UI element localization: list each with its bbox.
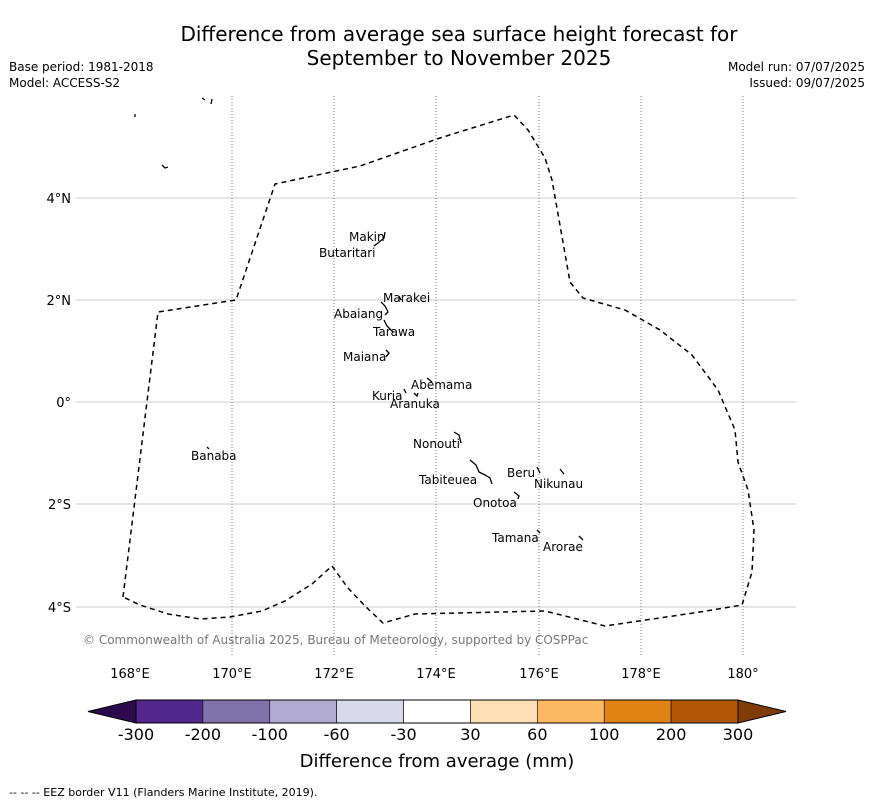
colorbar-tick-1: -200 (185, 725, 221, 744)
place-label-aranuka: Aranuka (390, 397, 440, 411)
place-label-maiana: Maiana (343, 350, 386, 364)
place-label-kuria: Kuria (372, 389, 403, 403)
model-run-date: Model run: 07/07/2025 (727, 60, 865, 74)
latitude-labels: 4°N 2°N 0° 2°S 4°S (47, 192, 72, 616)
meta-right: Model run: 07/07/2025 Issued: 09/07/2025 (728, 59, 865, 91)
colorbar-bin-4 (403, 699, 471, 724)
place-label-onotoa: Onotoa (473, 496, 517, 510)
lon-label-178e: 178°E (621, 667, 661, 682)
place-label-tabiteuea: Tabiteuea (418, 473, 477, 487)
colorbar-bin-2 (269, 699, 337, 724)
lat-label-2s: 2°S (48, 498, 71, 513)
title-line-1: Difference from average sea surface heig… (180, 22, 738, 46)
lon-label-176e: 176°E (519, 667, 559, 682)
lon-label-174e: 174°E (416, 667, 456, 682)
copyright-notice: © Commonwealth of Australia 2025, Bureau… (83, 633, 588, 647)
colorbar-bin-8 (670, 699, 739, 724)
colorbar-tick-7: 100 (589, 725, 620, 744)
colorbar-tick-3: -60 (324, 725, 350, 744)
eez-border (122, 114, 755, 627)
issued-date: Issued: 09/07/2025 (749, 76, 865, 90)
colorbar-tick-labels: -300 -200 -100 -60 -30 30 60 100 200 300 (118, 725, 753, 744)
colorbar-bin-7 (603, 699, 672, 724)
place-label-arorae: Arorae (543, 540, 583, 554)
lon-label-168e: 168°E (110, 667, 150, 682)
colorbar-tick-2: -100 (252, 725, 288, 744)
colorbar-bin-1 (202, 699, 271, 724)
place-labels: Makin Butaritari Marakei Abaiang Tarawa … (191, 230, 583, 554)
colorbar-bin-3 (336, 699, 404, 724)
base-period: Base period: 1981-2018 (9, 60, 154, 74)
colorbar-tick-9: 300 (723, 725, 754, 744)
title-line-2: September to November 2025 (306, 46, 612, 70)
lon-label-180: 180° (727, 667, 758, 682)
place-label-makin: Makin (349, 230, 385, 244)
place-label-marakei: Marakei (383, 291, 430, 305)
place-label-beru: Beru (507, 466, 535, 480)
place-label-abemama: Abemama (411, 378, 472, 392)
place-label-nikunau: Nikunau (534, 477, 583, 491)
place-label-tarawa: Tarawa (372, 325, 415, 339)
colorbar: -300 -200 -100 -60 -30 30 60 100 200 300 Differen… (87, 699, 787, 772)
colorbar-bin-6 (537, 699, 605, 724)
place-label-nonouti: Nonouti (413, 437, 460, 451)
colorbar-tick-5: 30 (460, 725, 480, 744)
lon-label-172e: 172°E (314, 667, 354, 682)
colorbar-under-triangle (87, 699, 137, 724)
colorbar-over-triangle (737, 699, 787, 724)
map-title: Difference from average sea surface heig… (0, 22, 873, 70)
lon-label-170e: 170°E (212, 667, 252, 682)
longitude-gridlines (231, 96, 744, 655)
lat-label-2n: 2°N (47, 294, 72, 309)
colorbar-tick-8: 200 (656, 725, 687, 744)
colorbar-bin-5 (470, 699, 538, 724)
colorbar-tick-4: -30 (390, 725, 416, 744)
islands (134, 97, 584, 541)
lat-label-4s: 4°S (48, 601, 71, 616)
lat-label-0: 0° (56, 396, 71, 411)
place-label-abaiang: Abaiang (334, 307, 383, 321)
place-label-banaba: Banaba (191, 449, 237, 463)
lat-label-4n: 4°N (47, 192, 72, 207)
colorbar-frame (135, 699, 739, 724)
colorbar-tick-6: 60 (527, 725, 547, 744)
meta-left: Base period: 1981-2018 Model: ACCESS-S2 (9, 59, 154, 91)
model-name: Model: ACCESS-S2 (9, 76, 121, 90)
place-label-tamana: Tamana (491, 531, 539, 545)
place-label-butaritari: Butaritari (319, 246, 376, 260)
eez-border-footnote: -- -- -- EEZ border V11 (Flanders Marine… (9, 786, 318, 799)
colorbar-bins (135, 699, 739, 724)
colorbar-bin-0 (135, 699, 204, 724)
colorbar-tick-0: -300 (118, 725, 154, 744)
longitude-labels: 168°E 170°E 172°E 174°E 176°E 178°E 180° (110, 667, 758, 682)
colorbar-label: Difference from average (mm) (300, 751, 575, 772)
